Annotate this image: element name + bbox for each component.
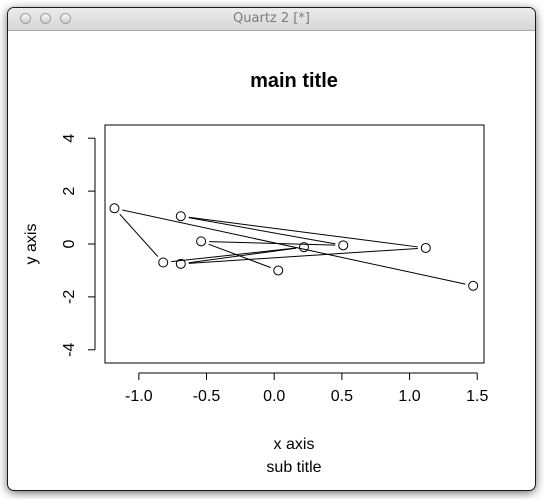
- data-point: [109, 203, 120, 214]
- x-tick-label: -1.0: [125, 388, 153, 405]
- minimize-button[interactable]: [40, 13, 51, 24]
- series-segment: [188, 217, 336, 245]
- y-tick-label: 0: [61, 239, 78, 248]
- data-point: [273, 265, 284, 276]
- x-tick-label: -0.5: [193, 388, 221, 405]
- y-tick-label: -2: [61, 290, 78, 304]
- plot-canvas: main title -1.0 -0.5 0.0 0.5 1.0 1.5 -4 -2 0 2 4 …: [8, 31, 535, 490]
- series-segment: [119, 213, 159, 257]
- series-segment: [209, 241, 336, 246]
- x-tick-label: 0.0: [263, 388, 285, 405]
- series-points: [109, 203, 479, 291]
- window-title: Quartz 2 [*]: [233, 11, 310, 26]
- plot-window: Quartz 2 [*] main title -1.0 -0.5 0.0 0.5 1.…: [8, 8, 535, 490]
- series-lines: [119, 209, 466, 285]
- y-tick-label: 2: [61, 187, 78, 196]
- x-axis-label: x axis: [274, 436, 315, 453]
- x-tick-label: 0.5: [331, 388, 353, 405]
- series-segment: [188, 247, 418, 264]
- data-point: [175, 211, 186, 222]
- series-segment: [188, 247, 297, 264]
- series-segment: [188, 216, 418, 248]
- chart: main title -1.0 -0.5 0.0 0.5 1.0 1.5 -4-2024 …: [23, 70, 488, 476]
- y-tick-label: 4: [61, 134, 78, 143]
- close-button[interactable]: [20, 13, 31, 24]
- data-point: [196, 236, 207, 247]
- x-tick-label: 1.0: [398, 388, 420, 405]
- data-point: [468, 280, 479, 291]
- plot-frame: [104, 124, 485, 364]
- x-axis: -1.0 -0.5 0.0 0.5 1.0 1.5: [125, 372, 488, 405]
- title-bar[interactable]: Quartz 2 [*]: [8, 8, 535, 31]
- x-tick-label: 1.5: [466, 388, 488, 405]
- series-segment: [171, 247, 297, 263]
- series-segment: [208, 243, 271, 269]
- chart-subtitle: sub title: [266, 459, 321, 476]
- data-point: [338, 240, 349, 251]
- y-axis-label: y axis: [23, 224, 40, 265]
- y-tick-label: -4: [61, 343, 78, 357]
- series-segment: [122, 209, 466, 285]
- chart-title: main title: [250, 70, 338, 92]
- zoom-button[interactable]: [60, 13, 71, 24]
- data-point: [158, 257, 169, 268]
- data-point: [298, 242, 309, 253]
- data-point: [420, 242, 431, 253]
- y-axis: -4 -2 0 2 4: [61, 134, 96, 357]
- data-point: [175, 258, 186, 269]
